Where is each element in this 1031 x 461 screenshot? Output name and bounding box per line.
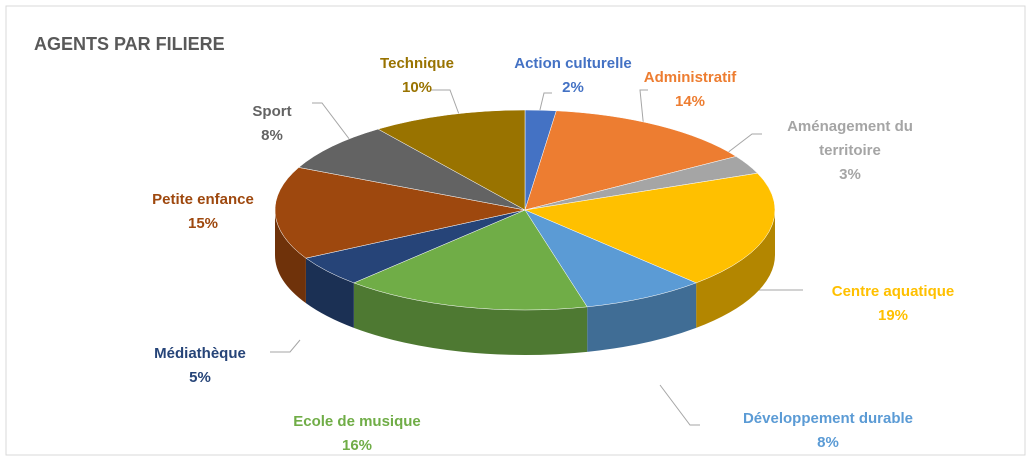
value-label: 15% [187, 215, 219, 232]
category-label: Petite enfance [152, 191, 254, 208]
pie-slice [377, 109, 526, 211]
data-label: Médiathèque 5% [120, 342, 280, 390]
pie-slice [524, 110, 737, 211]
value-label: 2% [562, 79, 584, 96]
category-label: Médiathèque [154, 345, 246, 362]
value-label: 19% [877, 307, 909, 324]
pie-slice-side [587, 282, 697, 352]
category-label: Ecole de musique [293, 413, 421, 430]
category-label: Action culturelle [514, 55, 632, 72]
category-label: Centre aquatique [831, 283, 955, 300]
value-label: 14% [674, 93, 706, 110]
data-label: Administratif 14% [610, 66, 770, 114]
pie-slice [353, 209, 588, 311]
value-label: 8% [817, 434, 839, 451]
value-label: 16% [341, 437, 373, 454]
pie-slice [298, 128, 526, 211]
category-label: Sport [252, 103, 292, 120]
pie-slice [524, 172, 776, 284]
data-label: Développement durable 8% [718, 407, 938, 455]
category-label: Aménagement du territoire [787, 118, 913, 159]
pie-slice [274, 167, 526, 259]
pie-slice-side [305, 258, 354, 328]
pie-slice-side [353, 282, 588, 355]
data-label: Centre aquatique 19% [793, 280, 993, 328]
value-label: 10% [401, 79, 433, 96]
data-label: Action culturelle 2% [473, 52, 673, 100]
pie [274, 109, 776, 355]
data-label: Ecole de musique 16% [257, 410, 457, 458]
pie-slice [524, 209, 697, 308]
value-label: 3% [839, 166, 861, 183]
category-label: Technique [380, 55, 454, 72]
category-label: Administratif [643, 69, 737, 86]
chart-title: AGENTS PAR FILIERE [34, 34, 225, 54]
data-label: Aménagement du territoire 3% [765, 115, 935, 187]
category-label: Développement durable [742, 410, 914, 427]
value-label: 5% [189, 369, 211, 386]
data-label: Petite enfance 15% [123, 188, 283, 236]
pie-slice-side [275, 210, 306, 304]
value-label: 8% [261, 127, 283, 144]
pie-slice-side [696, 210, 775, 328]
data-label: Technique 10% [357, 52, 477, 100]
data-label: Sport 8% [222, 100, 322, 148]
